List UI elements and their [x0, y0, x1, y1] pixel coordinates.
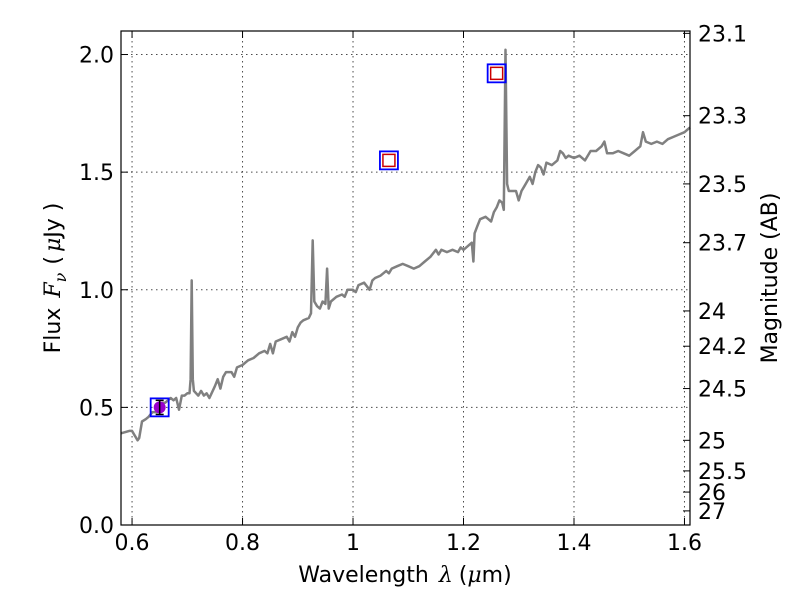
x-tick-label: 0.6: [115, 531, 150, 556]
y2-tick-label: 23.3: [698, 105, 747, 130]
y2-axis-title: Magnitude (AB): [758, 193, 783, 364]
y-tick-label: 0.5: [79, 396, 114, 421]
y2-tick-label: 27: [698, 500, 726, 525]
y-axis-title-sub: ν: [51, 272, 70, 282]
y-tick-label: 1.5: [79, 161, 114, 186]
observed-photometry-1: [149, 397, 170, 418]
y-axis-title: Flux Fν ( μJy ): [41, 203, 70, 354]
x-tick-label: 1.4: [556, 531, 591, 556]
x-tick-label: 1.6: [667, 531, 702, 556]
y2-tick-label: 24.5: [698, 378, 747, 403]
x-axis-title-unit-mu: μ: [467, 563, 481, 588]
y2-tick-label: 24: [698, 300, 726, 325]
x-axis-title-text: Wavelength: [298, 563, 429, 588]
x-axis-title-unit-open: (: [459, 563, 468, 588]
y2-tick-label: 24.2: [698, 335, 747, 360]
y-axis-title-symbol: F: [41, 282, 66, 299]
y-axis-title-unit-rest: Jy ): [41, 203, 66, 240]
model-photometry-3: [486, 63, 507, 84]
x-tick-label: 1.2: [446, 531, 481, 556]
model-photometry-2: [379, 150, 399, 171]
x-axis-title-symbol: λ: [438, 563, 453, 588]
axes-frame: [120, 30, 691, 526]
model-photometry-2-outer-square: [379, 150, 399, 171]
y-tick-label: 1.0: [79, 279, 114, 304]
model-photometry-2-inner-square: [382, 153, 396, 168]
y-axis-title-text: Flux: [41, 308, 66, 354]
y2-tick-label: 26: [698, 481, 726, 506]
y-axis-title-unit-mu: μ: [41, 238, 66, 252]
y2-tick-label: 23.1: [698, 22, 747, 47]
x-axis-title-unit-rest: m): [482, 563, 512, 588]
y2-tick-label: 23.5: [698, 173, 747, 198]
y-axis-title-unit-open: (: [41, 256, 66, 265]
grid-lines: [121, 31, 690, 526]
observed-photometry-1-outer-square: [149, 397, 170, 418]
y2-tick-label: 23.7: [698, 232, 747, 257]
y-tick-label: 2.0: [79, 44, 114, 69]
x-tick-label: 1: [346, 531, 360, 556]
model-photometry-3-inner-square: [489, 66, 504, 81]
y2-tick-label: 25.5: [698, 460, 747, 485]
spectrum-line: [120, 48, 691, 442]
plot-area: [120, 48, 691, 442]
axes: 0.6 0.8 1 1.2 1.4 1.6 0.0 0.5 1.0 1.5 2.0 23.1 23.3 2…: [79, 22, 747, 556]
x-tick-label: 0.8: [225, 531, 260, 556]
x-axis-title: Wavelength λ (μm): [298, 563, 511, 588]
y2-tick-label: 25: [698, 429, 726, 454]
y-tick-label: 0.0: [79, 514, 114, 539]
model-photometry-3-outer-square: [486, 63, 507, 84]
